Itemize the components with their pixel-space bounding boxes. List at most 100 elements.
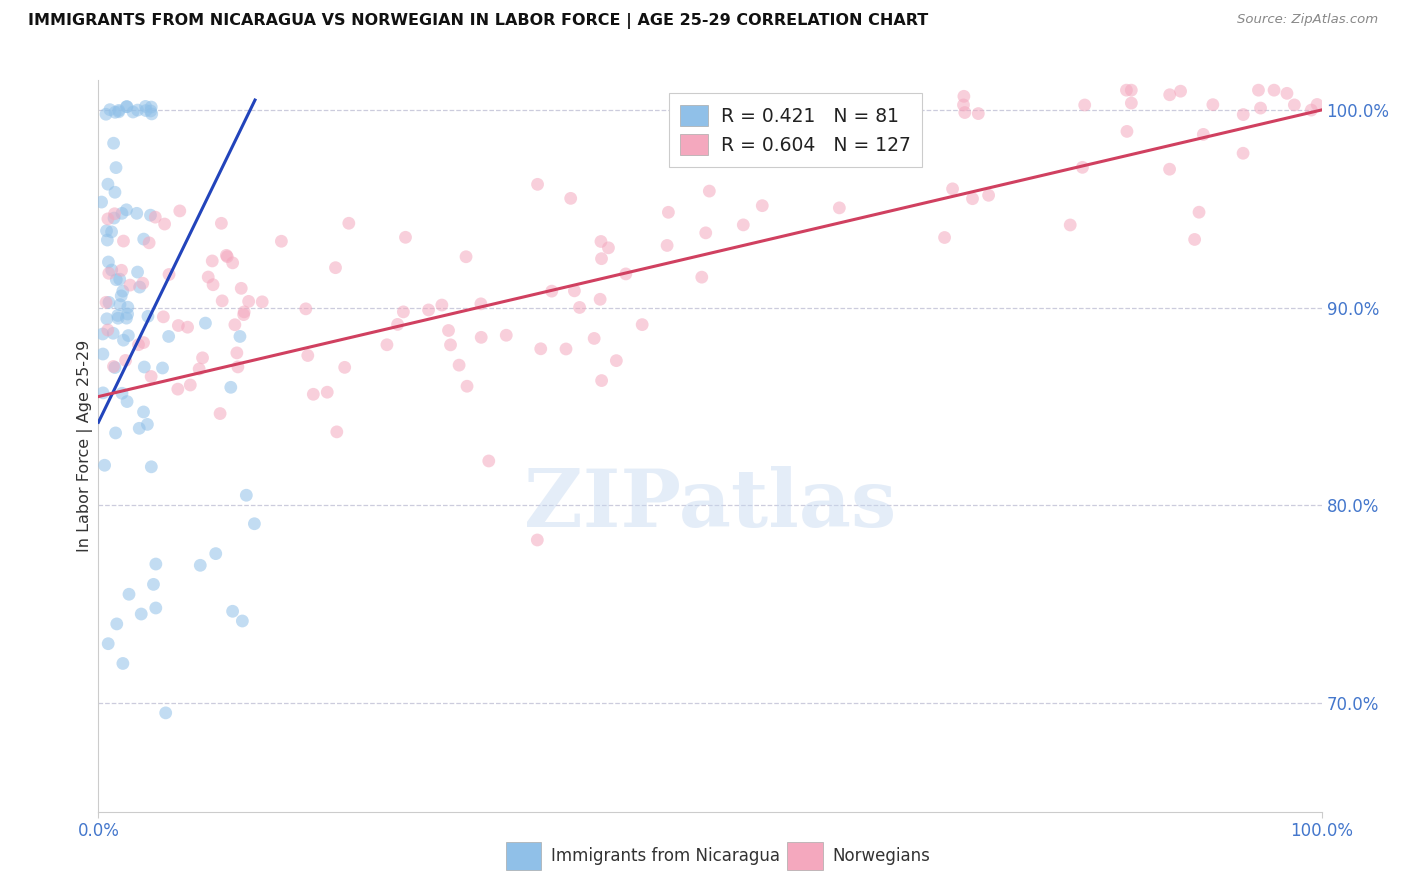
Point: [470, 330, 492, 344]
Point: [235, 488, 257, 502]
Point: [127, 103, 149, 117]
Point: [100, 225, 122, 239]
Point: [233, 305, 256, 319]
Point: [118, 587, 141, 601]
Point: [135, 103, 157, 118]
Point: [695, 226, 717, 240]
Point: [699, 184, 721, 198]
Point: [91, 326, 114, 341]
Point: [1121, 96, 1143, 111]
Point: [194, 316, 217, 330]
Point: [478, 454, 501, 468]
Point: [655, 238, 678, 252]
Point: [97, 177, 120, 191]
Point: [808, 154, 831, 169]
Point: [526, 533, 548, 547]
Point: [176, 320, 198, 334]
Point: [145, 557, 167, 571]
Point: [153, 217, 176, 231]
Point: [1170, 84, 1192, 98]
Point: [229, 329, 252, 343]
Point: [226, 359, 249, 374]
FancyBboxPatch shape: [506, 842, 541, 871]
Point: [197, 270, 219, 285]
Point: [526, 178, 548, 192]
Point: [105, 273, 128, 287]
Point: [122, 105, 145, 120]
Point: [110, 263, 132, 277]
Point: [238, 294, 260, 309]
Point: [977, 188, 1000, 202]
Point: [117, 307, 139, 321]
Point: [583, 331, 606, 345]
Point: [211, 293, 233, 308]
Point: [1071, 161, 1094, 175]
Text: IMMIGRANTS FROM NICARAGUA VS NORWEGIAN IN LABOR FORCE | AGE 25-29 CORRELATION CH: IMMIGRANTS FROM NICARAGUA VS NORWEGIAN I…: [28, 13, 928, 29]
Point: [375, 338, 398, 352]
Point: [134, 359, 156, 374]
Point: [115, 311, 138, 326]
Point: [690, 270, 713, 285]
Point: [132, 335, 155, 350]
Point: [134, 99, 156, 113]
Point: [589, 235, 612, 249]
Point: [96, 224, 118, 238]
Point: [111, 206, 134, 220]
Point: [568, 301, 591, 315]
Point: [104, 425, 127, 440]
Point: [439, 338, 461, 352]
Point: [1301, 103, 1323, 117]
Point: [605, 353, 627, 368]
Point: [107, 103, 129, 118]
Point: [1306, 97, 1329, 112]
Point: [111, 386, 134, 401]
Point: [392, 305, 415, 319]
Point: [1073, 98, 1095, 112]
Point: [104, 186, 127, 200]
Point: [302, 387, 325, 401]
Point: [105, 616, 128, 631]
Point: [91, 385, 114, 400]
Point: [591, 252, 613, 266]
Point: [132, 232, 155, 246]
Point: [104, 105, 127, 120]
Point: [141, 100, 163, 114]
Point: [1121, 83, 1143, 97]
Point: [953, 105, 976, 120]
Point: [225, 346, 247, 360]
Point: [103, 211, 125, 225]
Point: [110, 289, 132, 303]
Point: [108, 298, 131, 312]
Point: [1247, 83, 1270, 97]
Point: [132, 405, 155, 419]
Point: [98, 103, 121, 117]
Point: [449, 358, 471, 372]
Point: [430, 298, 453, 312]
Point: [1275, 87, 1298, 101]
Point: [209, 407, 232, 421]
Point: [564, 284, 586, 298]
Point: [136, 417, 159, 432]
Point: [1116, 124, 1139, 138]
Point: [112, 234, 135, 248]
Text: Norwegians: Norwegians: [832, 847, 931, 864]
Point: [530, 342, 553, 356]
Point: [142, 577, 165, 591]
Text: Source: ZipAtlas.com: Source: ZipAtlas.com: [1237, 13, 1378, 27]
Point: [96, 233, 118, 247]
Point: [107, 311, 129, 326]
Point: [243, 516, 266, 531]
Point: [100, 263, 122, 277]
Point: [169, 203, 191, 218]
Point: [1202, 97, 1225, 112]
Point: [188, 558, 211, 573]
Point: [141, 107, 163, 121]
Point: [934, 230, 956, 244]
Point: [105, 161, 128, 175]
Point: [115, 100, 138, 114]
Point: [495, 328, 517, 343]
Point: [155, 706, 177, 720]
Point: [942, 182, 965, 196]
Point: [97, 211, 120, 226]
Point: [962, 192, 984, 206]
